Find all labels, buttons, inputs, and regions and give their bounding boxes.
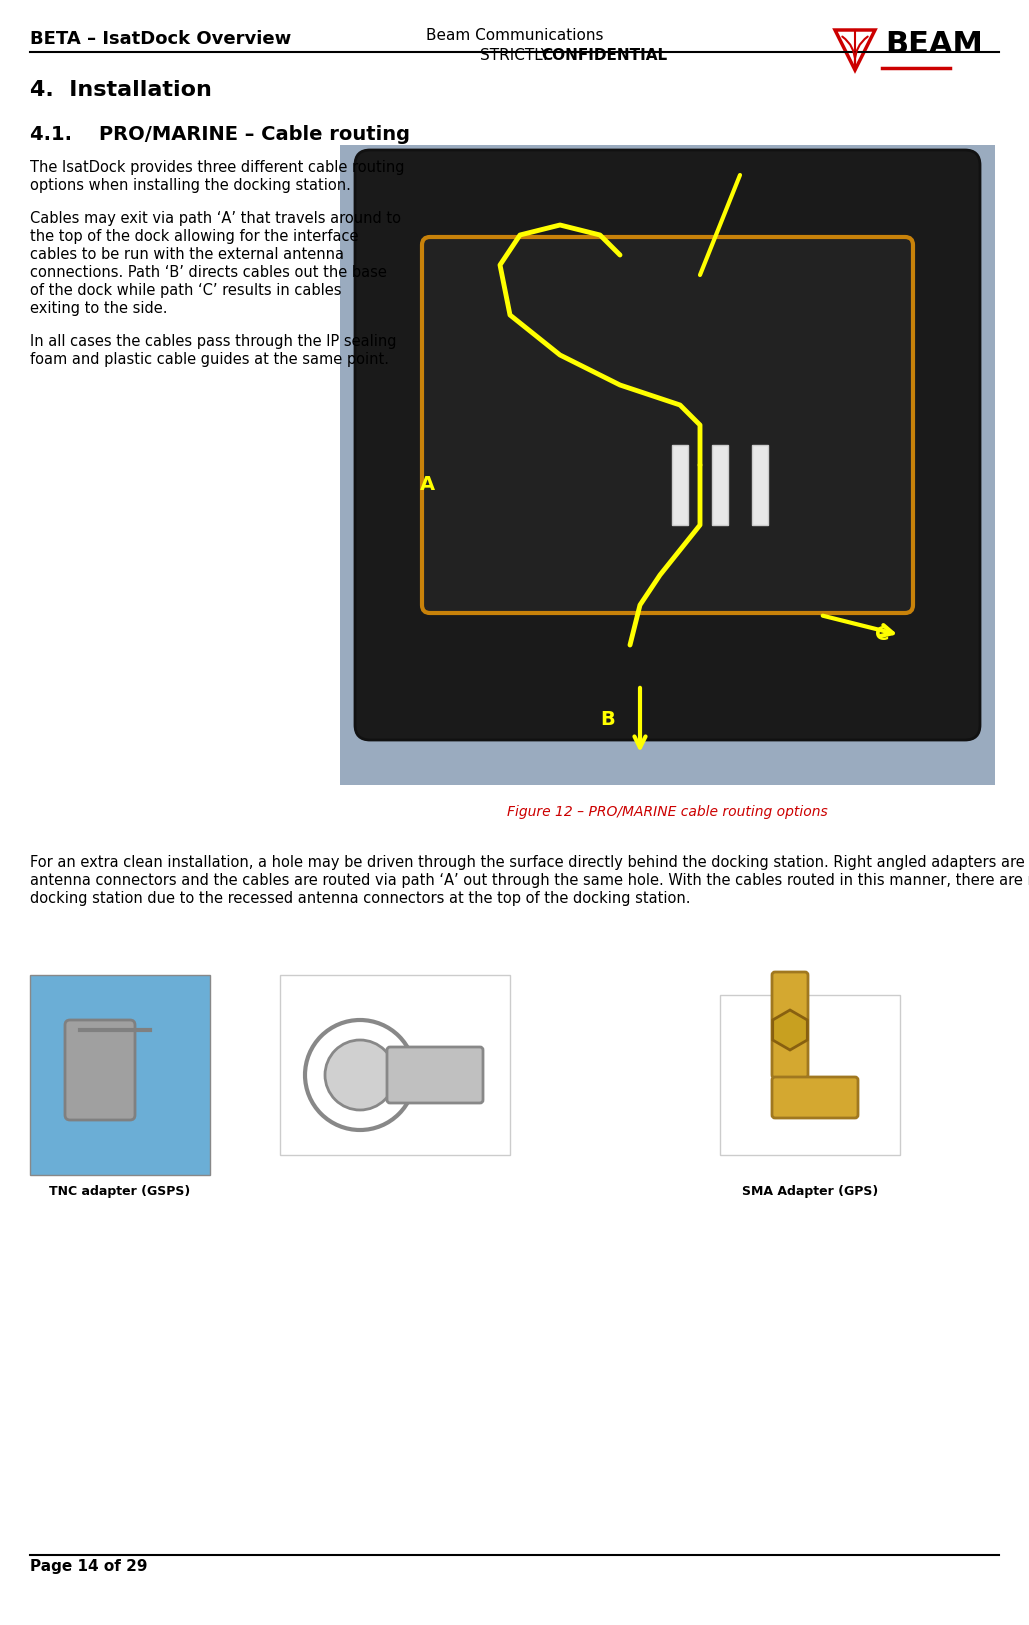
Text: C: C	[875, 626, 889, 644]
Text: Figure 12 – PRO/MARINE cable routing options: Figure 12 – PRO/MARINE cable routing opt…	[507, 804, 828, 819]
FancyBboxPatch shape	[65, 1020, 135, 1120]
Text: Beam Communications: Beam Communications	[426, 28, 604, 42]
Text: options when installing the docking station.: options when installing the docking stat…	[30, 179, 351, 193]
Text: BEAM: BEAM	[885, 29, 983, 58]
Text: Page 14 of 29: Page 14 of 29	[30, 1558, 147, 1575]
Text: STRICTLY: STRICTLY	[480, 49, 555, 63]
Text: SMA Adapter (GPS): SMA Adapter (GPS)	[742, 1185, 878, 1198]
Text: 4.  Installation: 4. Installation	[30, 80, 212, 101]
Text: In all cases the cables pass through the IP sealing: In all cases the cables pass through the…	[30, 335, 396, 349]
FancyBboxPatch shape	[772, 1077, 858, 1118]
Text: cables to be run with the external antenna: cables to be run with the external anten…	[30, 247, 344, 262]
FancyBboxPatch shape	[422, 237, 913, 613]
FancyBboxPatch shape	[672, 445, 688, 525]
FancyBboxPatch shape	[712, 445, 728, 525]
Text: of the dock while path ‘C’ results in cables: of the dock while path ‘C’ results in ca…	[30, 283, 342, 297]
Text: The IsatDock provides three different cable routing: The IsatDock provides three different ca…	[30, 159, 404, 176]
Text: CONFIDENTIAL: CONFIDENTIAL	[541, 49, 667, 63]
Text: foam and plastic cable guides at the same point.: foam and plastic cable guides at the sam…	[30, 353, 389, 367]
FancyBboxPatch shape	[340, 145, 995, 785]
Text: BETA – IsatDock Overview: BETA – IsatDock Overview	[30, 29, 291, 49]
Text: For an extra clean installation, a hole may be driven through the surface direct: For an extra clean installation, a hole …	[30, 855, 1029, 869]
Text: B: B	[600, 710, 614, 730]
Text: docking station due to the recessed antenna connectors at the top of the docking: docking station due to the recessed ante…	[30, 891, 690, 907]
FancyBboxPatch shape	[30, 975, 210, 1175]
Text: 4.1.    PRO/MARINE – Cable routing: 4.1. PRO/MARINE – Cable routing	[30, 125, 410, 145]
FancyBboxPatch shape	[355, 150, 980, 739]
FancyBboxPatch shape	[752, 445, 768, 525]
FancyBboxPatch shape	[772, 972, 808, 1077]
Text: TNC adapter (GSPS): TNC adapter (GSPS)	[49, 1185, 190, 1198]
Text: A: A	[420, 474, 435, 494]
Text: connections. Path ‘B’ directs cables out the base: connections. Path ‘B’ directs cables out…	[30, 265, 387, 279]
Text: antenna connectors and the cables are routed via path ‘A’ out through the same h: antenna connectors and the cables are ro…	[30, 873, 1029, 887]
Text: Cables may exit via path ‘A’ that travels around to: Cables may exit via path ‘A’ that travel…	[30, 211, 401, 226]
FancyBboxPatch shape	[720, 994, 900, 1155]
Circle shape	[325, 1040, 395, 1110]
FancyBboxPatch shape	[280, 975, 510, 1155]
Polygon shape	[773, 1011, 808, 1050]
FancyBboxPatch shape	[387, 1046, 483, 1103]
Text: exiting to the side.: exiting to the side.	[30, 301, 168, 315]
Text: the top of the dock allowing for the interface: the top of the dock allowing for the int…	[30, 229, 358, 244]
